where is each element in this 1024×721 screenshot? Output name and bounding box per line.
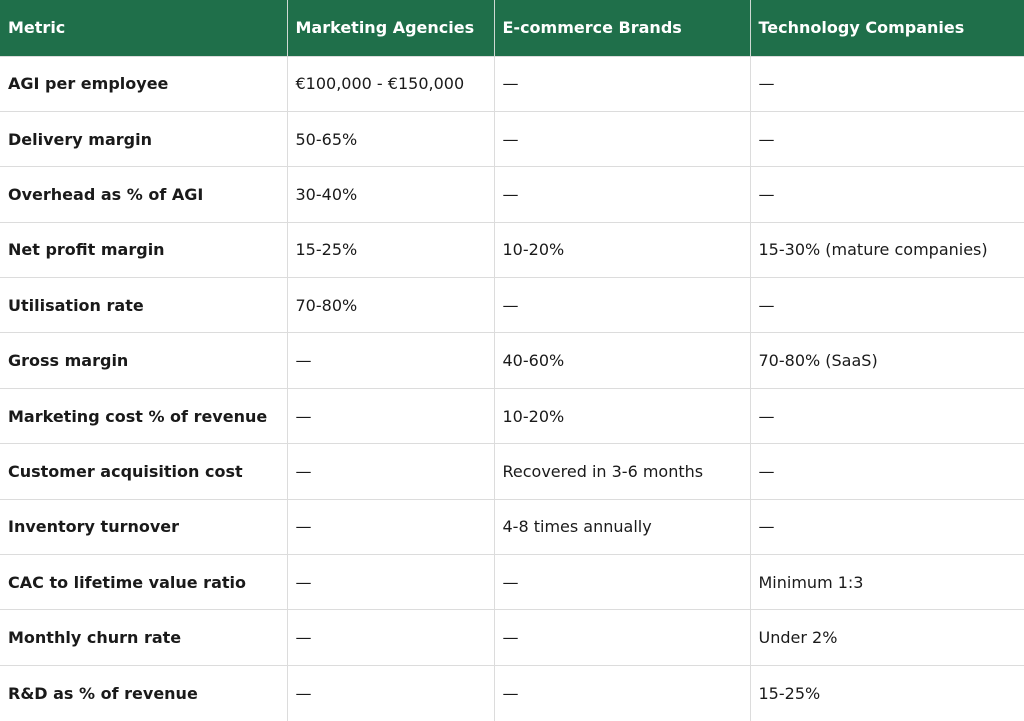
- marketing-agencies-cell: 70-80%: [287, 277, 495, 333]
- table-row: Monthly churn rate — — Under 2%: [0, 609, 1024, 666]
- metric-cell: AGI per employee: [0, 55, 288, 112]
- table-row: R&D as % of revenue — — 15-25%: [0, 664, 1024, 721]
- ecommerce-brands-cell: 10-20%: [494, 221, 751, 278]
- technology-companies-cell: —: [750, 387, 1024, 444]
- ecommerce-brands-cell: —: [494, 110, 751, 167]
- ecommerce-brands-cell: Recovered in 3-6 months: [494, 443, 751, 500]
- technology-companies-cell: —: [750, 55, 1024, 112]
- marketing-agencies-cell: —: [287, 554, 495, 610]
- marketing-agencies-cell: —: [287, 664, 495, 721]
- ecommerce-brands-cell: —: [494, 166, 751, 223]
- metric-cell: Inventory turnover: [0, 498, 288, 555]
- marketing-agencies-cell: €100,000 - €150,000: [287, 55, 495, 112]
- technology-companies-cell: 15-25%: [750, 664, 1024, 721]
- technology-companies-cell: 70-80% (SaaS): [750, 332, 1024, 389]
- ecommerce-brands-cell: —: [494, 609, 751, 666]
- table-body: AGI per employee €100,000 - €150,000 — —…: [0, 55, 1024, 721]
- ecommerce-brands-cell: —: [494, 55, 751, 112]
- header-technology-companies: Technology Companies: [750, 0, 1024, 56]
- metric-cell: Net profit margin: [0, 221, 288, 278]
- technology-companies-cell: —: [750, 443, 1024, 500]
- marketing-agencies-cell: 30-40%: [287, 166, 495, 223]
- table-row: AGI per employee €100,000 - €150,000 — —: [0, 55, 1024, 112]
- header-ecommerce-brands: E-commerce Brands: [494, 0, 751, 56]
- marketing-agencies-cell: 15-25%: [287, 221, 495, 278]
- metric-cell: R&D as % of revenue: [0, 664, 288, 721]
- metric-cell: Monthly churn rate: [0, 609, 288, 666]
- table-row: Marketing cost % of revenue — 10-20% —: [0, 387, 1024, 444]
- table-row: Gross margin — 40-60% 70-80% (SaaS): [0, 332, 1024, 389]
- table-row: Inventory turnover — 4-8 times annually …: [0, 498, 1024, 555]
- ecommerce-brands-cell: —: [494, 277, 751, 333]
- marketing-agencies-cell: —: [287, 332, 495, 389]
- header-marketing-agencies: Marketing Agencies: [287, 0, 495, 56]
- technology-companies-cell: 15-30% (mature companies): [750, 221, 1024, 278]
- metric-cell: Gross margin: [0, 332, 288, 389]
- table-row: Net profit margin 15-25% 10-20% 15-30% (…: [0, 221, 1024, 278]
- ecommerce-brands-cell: 4-8 times annually: [494, 498, 751, 555]
- marketing-agencies-cell: 50-65%: [287, 110, 495, 167]
- technology-companies-cell: —: [750, 498, 1024, 555]
- technology-companies-cell: Under 2%: [750, 609, 1024, 666]
- marketing-agencies-cell: —: [287, 443, 495, 500]
- table-row: CAC to lifetime value ratio — — Minimum …: [0, 554, 1024, 610]
- header-metric: Metric: [0, 0, 288, 56]
- header-row: Metric Marketing Agencies E-commerce Bra…: [0, 0, 1024, 56]
- technology-companies-cell: Minimum 1:3: [750, 554, 1024, 610]
- technology-companies-cell: —: [750, 110, 1024, 167]
- metric-cell: Delivery margin: [0, 110, 288, 167]
- marketing-agencies-cell: —: [287, 609, 495, 666]
- technology-companies-cell: —: [750, 277, 1024, 333]
- metric-cell: Customer acquisition cost: [0, 443, 288, 500]
- metric-cell: CAC to lifetime value ratio: [0, 554, 288, 610]
- metric-cell: Marketing cost % of revenue: [0, 387, 288, 444]
- table-row: Delivery margin 50-65% — —: [0, 110, 1024, 167]
- ecommerce-brands-cell: 10-20%: [494, 387, 751, 444]
- table-row: Customer acquisition cost — Recovered in…: [0, 443, 1024, 500]
- marketing-agencies-cell: —: [287, 498, 495, 555]
- technology-companies-cell: —: [750, 166, 1024, 223]
- marketing-agencies-cell: —: [287, 387, 495, 444]
- metric-cell: Overhead as % of AGI: [0, 166, 288, 223]
- table-header: Metric Marketing Agencies E-commerce Bra…: [0, 0, 1024, 56]
- metric-cell: Utilisation rate: [0, 277, 288, 333]
- table-row: Utilisation rate 70-80% — —: [0, 277, 1024, 333]
- ecommerce-brands-cell: —: [494, 664, 751, 721]
- table-row: Overhead as % of AGI 30-40% — —: [0, 166, 1024, 223]
- ecommerce-brands-cell: —: [494, 554, 751, 610]
- ecommerce-brands-cell: 40-60%: [494, 332, 751, 389]
